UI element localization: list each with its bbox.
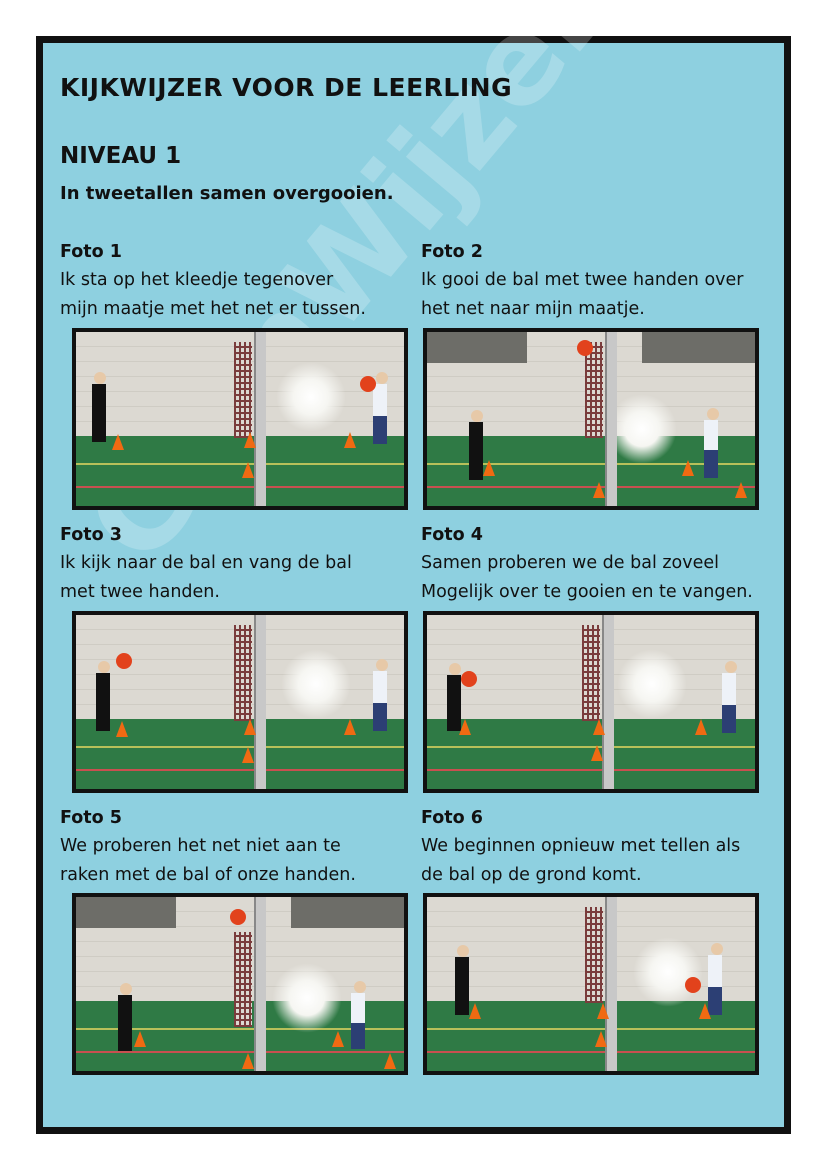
- photo-3-label: Foto 3: [60, 525, 122, 545]
- photo-3-line2: met twee handen.: [60, 582, 220, 602]
- photo-1-label: Foto 1: [60, 242, 122, 262]
- page-title: KIJKWIJZER VOOR DE LEERLING: [60, 73, 513, 102]
- photo-1: [72, 328, 408, 510]
- photo-6-label: Foto 6: [421, 808, 483, 828]
- photo-6: [423, 893, 759, 1075]
- photo-5-line1: We proberen het net niet aan te: [60, 836, 341, 856]
- photo-6-line2: de bal op de grond komt.: [421, 865, 642, 885]
- photo-2-line1: Ik gooi de bal met twee handen over: [421, 270, 744, 290]
- photo-1-line2: mijn maatje met het net er tussen.: [60, 299, 366, 319]
- photo-3-line1: Ik kijk naar de bal en vang de bal: [60, 553, 352, 573]
- photo-4-line1: Samen proberen we de bal zoveel: [421, 553, 720, 573]
- photo-5: [72, 893, 408, 1075]
- level-heading: NIVEAU 1: [60, 143, 182, 169]
- photo-4-line2: Mogelijk over te gooien en te vangen.: [421, 582, 753, 602]
- photo-2-label: Foto 2: [421, 242, 483, 262]
- photo-5-label: Foto 5: [60, 808, 122, 828]
- photo-2-line2: het net naar mijn maatje.: [421, 299, 645, 319]
- photo-2: [423, 328, 759, 510]
- photo-4: [423, 611, 759, 793]
- intro-text: In tweetallen samen overgooien.: [60, 183, 394, 204]
- photo-5-line2: raken met de bal of onze handen.: [60, 865, 356, 885]
- photo-4-label: Foto 4: [421, 525, 483, 545]
- photo-6-line1: We beginnen opnieuw met tellen als: [421, 836, 741, 856]
- photo-3: [72, 611, 408, 793]
- photo-1-line1: Ik sta op het kleedje tegenover: [60, 270, 334, 290]
